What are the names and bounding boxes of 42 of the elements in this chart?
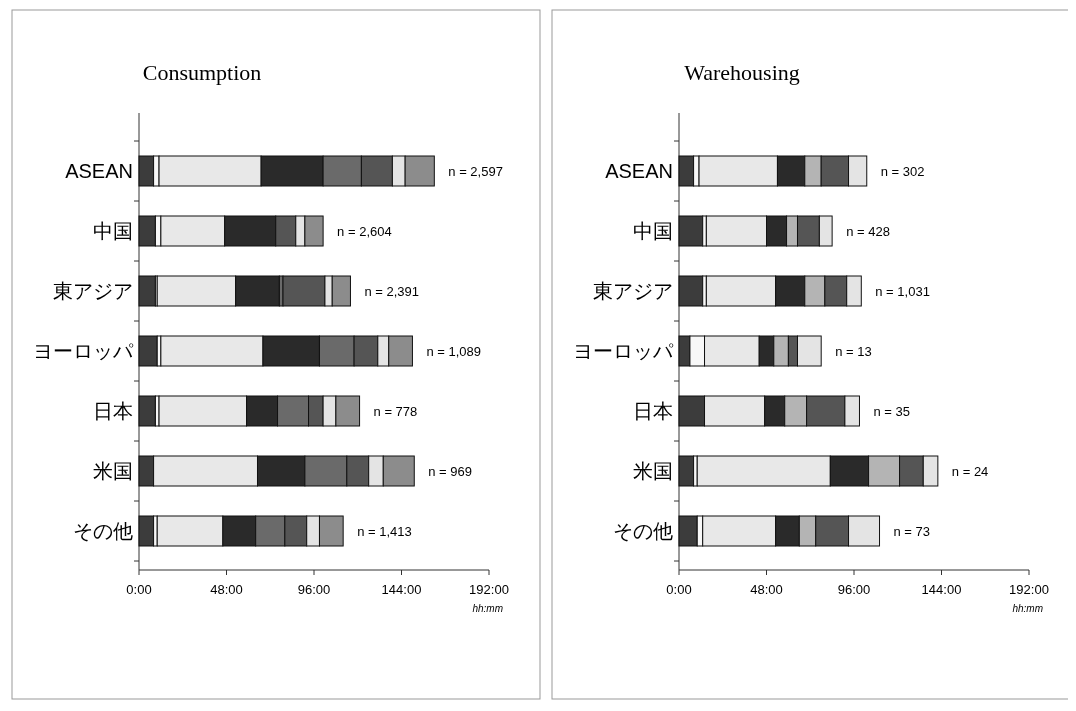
annotation: n = 13 [835,343,872,359]
y-tick-label: ASEAN [605,160,673,182]
annotation: n = 1,089 [426,343,482,359]
y-tick-label: ヨーロッパ [573,340,674,362]
annotation: n = 2,391 [364,283,420,299]
x-tick-label: 192:00 [469,582,509,597]
x-tick-label: 192:00 [1009,582,1049,597]
y-tick-label: その他 [613,520,673,542]
y-tick-label: 東アジア [53,280,133,302]
annotation: n = 73 [893,523,931,539]
annotation: n = 2,597 [448,163,503,179]
y-tick-label: 中国 [633,220,673,242]
y-tick-label: 米国 [93,460,133,482]
annotation: n = 778 [373,403,418,419]
y-tick-label: 日本 [633,400,673,422]
x-tick-label: 144:00 [921,582,962,597]
x-tick-label: 48:00 [210,582,243,597]
chart-title: Warehousing [684,60,800,85]
x-tick-label: 96:00 [297,582,331,597]
x-axis-title: hh:mm [472,603,503,614]
annotation: n = 24 [951,463,989,479]
y-tick-label: ヨーロッパ [33,340,134,362]
annotation: n = 1,413 [357,523,412,539]
annotation: n = 35 [873,403,910,419]
x-tick-label: 0:00 [666,582,692,597]
annotation: n = 2,604 [337,223,392,239]
y-tick-label: ASEAN [65,160,133,182]
annotation: n = 302 [880,163,925,179]
x-tick-label: 48:00 [750,582,783,597]
annotation: n = 1,031 [875,283,930,299]
y-tick-label: その他 [73,520,133,542]
y-tick-label: 中国 [93,220,133,242]
chart-title: Consumption [142,60,262,85]
x-axis-title: hh:mm [1012,603,1043,614]
annotation: n = 969 [428,463,473,479]
y-tick-label: 日本 [93,400,133,422]
y-tick-label: 東アジア [593,280,673,302]
annotation: n = 428 [846,223,890,239]
x-tick-label: 96:00 [837,582,871,597]
y-tick-label: 米国 [633,460,673,482]
x-tick-label: 144:00 [381,582,422,597]
x-tick-label: 0:00 [126,582,152,597]
